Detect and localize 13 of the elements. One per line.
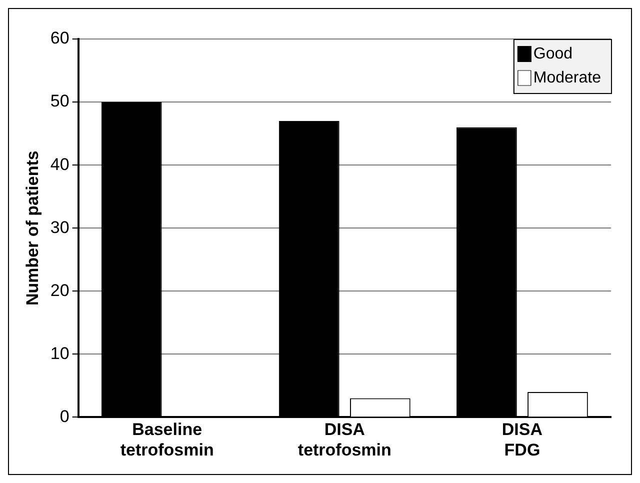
y-tick-label: 50 [50,92,70,111]
legend-label: Moderate [533,69,602,86]
x-tick-label: DISA tetrofosmin [298,420,392,460]
y-tick-label: 0 [60,406,70,426]
y-tick-label: 40 [50,154,70,174]
y-tick-label: 60 [50,28,70,48]
x-tick-label: Baseline tetrofosmin [120,420,214,460]
x-tick-label: DISA FDG [502,420,543,460]
y-tick-label: 10 [50,344,70,363]
y-axis-title: Number of patients [22,150,42,306]
y-tick-label: 20 [50,280,70,300]
legend-label: Good [533,45,573,62]
y-tick-label: 30 [50,218,70,237]
